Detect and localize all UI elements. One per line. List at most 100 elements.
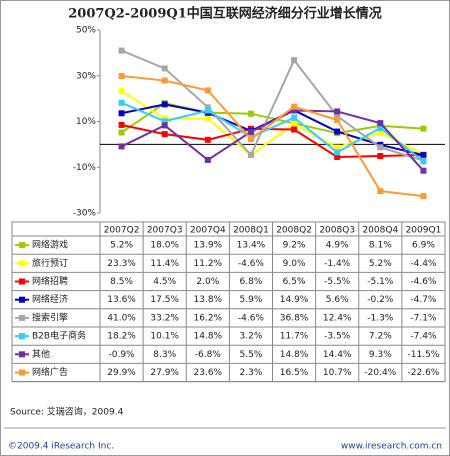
marker [420,167,427,174]
value-label: 5.5% [240,350,263,360]
legend-label: 网络广告 [32,366,68,378]
value-label: 8.1% [369,241,392,251]
marker [420,152,427,159]
y-tick-label: 10% [76,117,96,127]
value-label: 9.0% [283,259,306,269]
series-line [121,90,424,157]
value-label: 18.2% [107,332,136,342]
legend-label: 网络招聘 [32,275,68,287]
value-label: 41.0% [107,313,136,323]
value-label: 9.3% [369,350,392,360]
value-label: -5.1% [367,277,394,287]
marker [377,124,384,131]
marker [334,128,341,135]
value-label: 27.9% [150,368,179,378]
value-label: 2.3% [240,368,263,378]
marker [247,128,254,135]
value-label: 7.2% [369,332,392,342]
marker [204,107,211,114]
value-label: 8.3% [153,350,176,360]
x-tick-label: 2007Q4 [190,226,226,236]
legend-marker [19,351,25,358]
value-label: -4.7% [410,295,437,305]
legend-marker [19,296,25,303]
marker [204,104,211,111]
marker [334,149,341,156]
value-label: 11.7% [280,332,309,342]
legend-label: 网络游戏 [32,239,68,251]
marker [291,57,298,64]
marker [118,143,125,150]
marker [377,153,384,160]
marker [334,116,341,123]
series-line [121,109,425,172]
value-label: -7.1% [410,313,437,323]
value-label: 6.9% [412,241,435,251]
value-label: 17.5% [150,295,179,305]
marker [334,108,341,115]
marker [247,110,254,117]
value-label: -22.6% [408,368,440,378]
marker [291,103,298,110]
value-label: 2.0% [196,277,219,287]
marker [161,77,168,84]
x-tick-label: 2007Q3 [147,226,183,236]
series-line [121,49,424,162]
series-line [121,123,424,158]
marker [377,188,384,195]
value-label: -4.4% [410,259,437,269]
marker [204,156,211,163]
x-tick-label: 2008Q4 [362,226,398,236]
value-label: 10.7% [323,368,352,378]
value-label: -3.5% [324,332,351,342]
value-label: 13.6% [107,295,136,305]
x-tick-label: 2008Q1 [233,226,269,236]
y-tick-label: 30% [76,71,96,81]
value-label: -4.6% [238,313,265,323]
marker [118,129,125,136]
chart-title: 2007Q2-2009Q1中国互联网经济细分行业增长情况 [68,6,382,22]
legend-marker [19,314,25,321]
value-label: -4.6% [410,277,437,287]
marker [118,121,125,128]
value-label: 5.2% [110,241,133,251]
marker [118,47,125,54]
legend-label: B2B电子商务 [32,330,86,342]
value-label: -6.8% [195,350,222,360]
value-label: 8.5% [110,277,133,287]
value-label: 6.8% [240,277,263,287]
marker [247,151,254,158]
value-label: 16.5% [280,368,309,378]
value-label: -1.3% [367,313,394,323]
value-label: 5.9% [240,295,263,305]
marker [291,120,298,127]
series-line [121,74,424,198]
value-label: 9.2% [283,241,306,251]
marker [420,125,427,132]
value-label: 4.9% [326,241,349,251]
marker [291,114,298,121]
marker [204,136,211,143]
value-label: -0.2% [367,295,394,305]
marker [161,118,168,125]
x-tick-label: 2008Q3 [319,226,355,236]
marker [161,122,168,129]
value-label: 14.8% [280,350,309,360]
marker [334,113,341,120]
value-label: 23.3% [107,259,136,269]
value-label: 14.8% [194,332,223,342]
marker [377,120,384,127]
value-label: -1.4% [324,259,351,269]
marker [118,72,125,79]
value-label: 5.2% [369,259,392,269]
website: www.iresearch.com.cn [341,442,442,452]
value-label: 16.2% [194,313,223,323]
value-label: 14.9% [280,295,309,305]
legend-label: 网络经济 [32,293,68,305]
value-label: -7.4% [410,332,437,342]
value-label: 5.6% [326,295,349,305]
marker [204,115,211,122]
marker [204,87,211,94]
marker [377,129,384,136]
